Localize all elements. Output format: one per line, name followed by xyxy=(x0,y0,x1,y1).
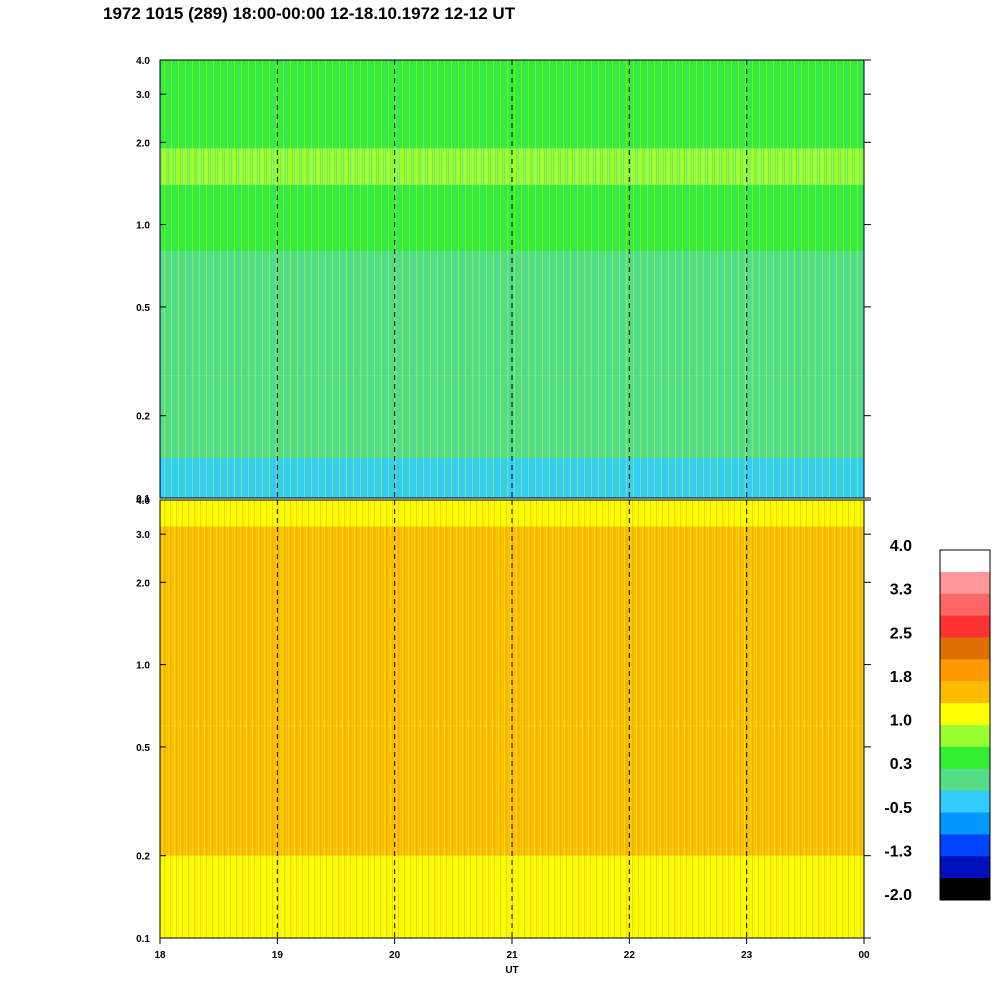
colorbar-swatch xyxy=(940,790,990,813)
x-tick-label: 22 xyxy=(624,950,636,961)
panel-frame xyxy=(159,59,865,499)
colorbar-swatch xyxy=(940,681,990,704)
x-tick-label: 21 xyxy=(506,950,518,961)
colorbar: 4.0 3.3 2.5 1.8 1.0 0.3 -0.5 -1.3 -2.0 xyxy=(884,538,991,904)
y-tick-label: 0.2 xyxy=(136,412,150,423)
colorbar-label: -0.5 xyxy=(884,800,912,817)
colorbar-frame xyxy=(939,549,991,901)
y-tick-label: 4.0 xyxy=(136,496,150,507)
y-tick-label: 2.0 xyxy=(136,138,150,149)
colorbar-label: 0.3 xyxy=(890,756,912,773)
y-tick-label: 0.1 xyxy=(136,494,150,505)
colorbar-swatch xyxy=(940,571,990,595)
colorbar-swatch xyxy=(940,615,990,638)
y-tick-label: 1.0 xyxy=(136,221,150,232)
y-tick-label: 0.2 xyxy=(136,852,150,863)
colorbar-swatch xyxy=(940,725,990,748)
x-tick-label: 20 xyxy=(389,950,401,961)
colorbar-label: 1.0 xyxy=(890,713,912,730)
colorbar-swatch xyxy=(940,768,990,792)
colorbar-label: 2.5 xyxy=(890,625,912,642)
colorbar-swatch xyxy=(940,550,990,573)
x-tick-label: 00 xyxy=(858,950,870,961)
colorbar-swatch xyxy=(940,856,990,879)
y-tick-label: 0.5 xyxy=(136,743,150,754)
colorbar-swatch xyxy=(940,593,990,617)
colorbar-label: 4.0 xyxy=(890,538,912,555)
y-tick-label: 2.0 xyxy=(136,578,150,589)
chart-title: 1972 1015 (289) 18:00-00:00 12-18.10.197… xyxy=(103,4,516,23)
spectrogram-top-panel: 0.1 0.2 0.5 1.0 2.0 3.0 4.0 xyxy=(136,56,871,505)
y-tick-label: 3.0 xyxy=(136,530,150,541)
colorbar-swatch xyxy=(940,878,990,901)
x-tick-label: 19 xyxy=(272,950,284,961)
y-tick-label: 0.1 xyxy=(136,934,150,945)
colorbar-label: 3.3 xyxy=(890,582,912,599)
y-tick-label: 3.0 xyxy=(136,90,150,101)
colorbar-swatch xyxy=(940,659,990,682)
spectrogram-bottom-panel: 0.1 0.2 0.5 1.0 2.0 3.0 4.0 18 19 20 21 22 23 00 UT xyxy=(136,496,871,976)
x-axis-label: UT xyxy=(505,965,518,976)
y-tick-label: 1.0 xyxy=(136,661,150,672)
colorbar-swatch xyxy=(940,834,990,857)
x-tick-label: 23 xyxy=(741,950,753,961)
colorbar-swatch xyxy=(940,812,990,835)
colorbar-swatch xyxy=(940,746,990,770)
y-tick-label: 4.0 xyxy=(136,56,150,67)
colorbar-label: -2.0 xyxy=(884,887,912,904)
y-tick-label: 0.5 xyxy=(136,303,150,314)
colorbar-label: 1.8 xyxy=(890,669,912,686)
x-tick-label: 18 xyxy=(154,950,166,961)
colorbar-label: -1.3 xyxy=(884,843,912,860)
colorbar-swatch xyxy=(940,703,990,726)
colorbar-swatch xyxy=(940,637,990,660)
